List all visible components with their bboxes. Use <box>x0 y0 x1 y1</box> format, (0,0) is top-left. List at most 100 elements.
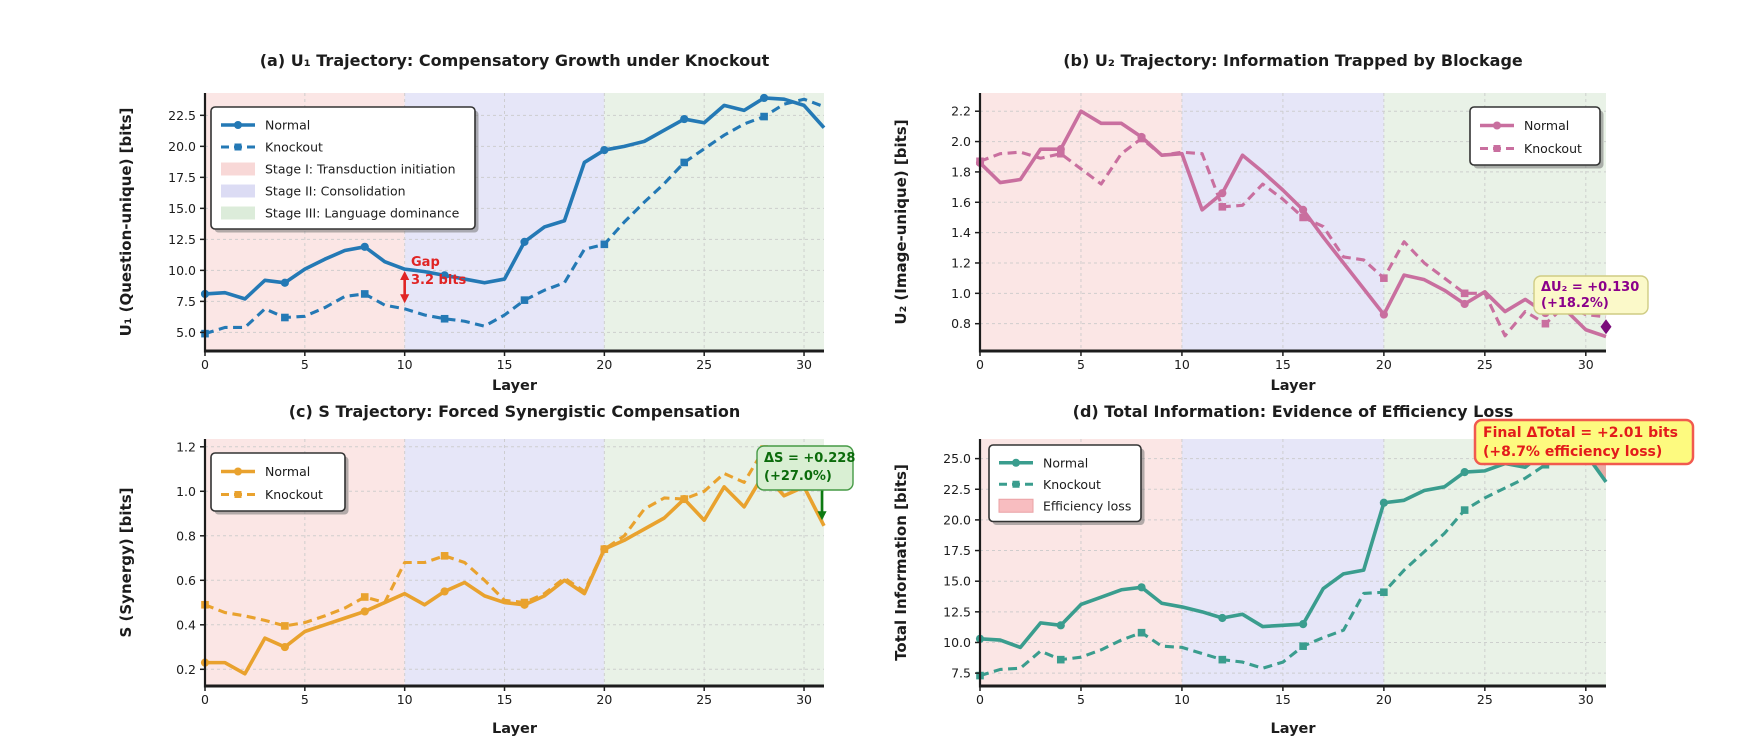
annotation-text: (+18.2%) <box>1541 296 1609 311</box>
y-tick-label: 1.8 <box>951 164 971 179</box>
y-tick-label: 17.5 <box>168 170 196 185</box>
normal-line <box>205 471 826 676</box>
legend-normal-marker <box>1012 458 1020 467</box>
knockout-marker <box>1056 149 1065 158</box>
y-axis-label: Total Information [bits] <box>892 464 910 661</box>
y-tick-label: 7.5 <box>951 666 971 681</box>
y-tick-label: 1.2 <box>176 439 196 454</box>
legend-normal-marker <box>234 121 242 129</box>
legend: Normal Knockout <box>1469 106 1604 169</box>
stage-band-3 <box>1383 439 1606 686</box>
x-tick-label: 10 <box>1174 692 1190 707</box>
x-tick-label: 30 <box>1578 357 1594 372</box>
legend-label: Normal <box>1043 455 1088 470</box>
knockout-marker <box>1299 213 1307 222</box>
chart-title: (d) Total Information: Evidence of Effic… <box>1073 402 1514 421</box>
chart-title: (b) U₂ Trajectory: Information Trapped b… <box>1063 51 1523 70</box>
gap-annotation-line2: 3.2 bits <box>411 273 467 288</box>
chart-b: 0 5 10 15 20 25 30 0.8 1.0 1.2 1.4 1.6 1.8 2.0 2.2 Laye… <box>892 51 1649 394</box>
normal-marker <box>1137 583 1146 592</box>
legend-label: Stage I: Transduction initiation <box>265 162 456 177</box>
stage-band-3 <box>604 93 824 351</box>
normal-line <box>204 96 826 301</box>
chart-title: (c) S Trajectory: Forced Synergistic Com… <box>289 402 741 421</box>
legend-label: Stage II: Consolidation <box>265 184 406 199</box>
legend-normal-marker <box>234 467 242 476</box>
legend-knockout-marker <box>1012 480 1020 488</box>
x-tick-label: 5 <box>1077 357 1085 372</box>
knockout-line <box>204 97 825 336</box>
annotation-box: ΔU₂ = +0.130(+18.2%) <box>1533 275 1649 315</box>
normal-marker <box>360 607 369 616</box>
legend-knockout-marker <box>1493 145 1501 152</box>
y-tick-label: 1.0 <box>951 286 971 301</box>
arrow-head-down <box>400 294 410 304</box>
y-tick-label: 0.8 <box>951 316 971 331</box>
knockout-marker <box>1137 628 1146 637</box>
y-tick-label: 0.6 <box>176 573 196 588</box>
knockout-marker <box>600 545 609 553</box>
annotation-box-rect <box>1533 275 1649 315</box>
legend: Normal Knockout Efficiency loss <box>988 444 1145 525</box>
x-tick-label: 0 <box>201 357 209 372</box>
knockout-marker <box>680 158 689 167</box>
legend-patch-swatch <box>998 498 1034 513</box>
annotation-text: (+8.7% efficiency loss) <box>1483 444 1662 460</box>
x-tick-label: 5 <box>301 692 309 707</box>
knockout-marker <box>1460 289 1469 298</box>
normal-marker <box>1460 299 1469 309</box>
x-tick-label: 20 <box>1376 357 1392 372</box>
legend-label: Normal <box>1524 118 1569 133</box>
knockout-marker <box>281 313 289 322</box>
normal-marker <box>520 237 529 246</box>
annotation-box: ΔS = +0.228 (+27.0%) <box>756 445 855 491</box>
legend-label: Normal <box>265 464 310 479</box>
legend-knockout-marker <box>234 143 242 151</box>
y-tick-label: 20.0 <box>943 512 971 527</box>
normal-marker <box>1218 189 1227 198</box>
y-tick-label: 22.5 <box>943 482 971 497</box>
y-tick-label: 15.0 <box>168 201 196 216</box>
y-tick-label: 17.5 <box>943 543 971 558</box>
normal-marker <box>440 271 449 280</box>
knockout-marker <box>440 314 449 323</box>
normal-marker <box>1379 310 1388 319</box>
legend-box <box>210 106 476 230</box>
chart-c: 0 5 10 15 20 25 30 0.2 0.4 0.6 0.8 1.0 1.2 Layer S (Sy… <box>117 402 855 737</box>
legend: Normal Knockout <box>210 452 349 515</box>
x-tick-label: 30 <box>796 357 812 372</box>
y-axis-label: U₁ (Question-unique) [bits] <box>117 108 135 337</box>
x-tick-label: 15 <box>1275 692 1291 707</box>
y-axis-label: S (Synergy) [bits] <box>117 488 135 638</box>
x-tick-label: 30 <box>1578 692 1594 707</box>
knockout-line <box>979 136 1607 338</box>
x-tick-label: 5 <box>301 357 309 372</box>
x-axis-label: Layer <box>492 378 538 394</box>
x-tick-label: 15 <box>497 692 513 707</box>
chart-a: 0 5 10 15 20 25 30 5.0 7.5 10.0 12.5 15.0 17.5 20.0 22… <box>117 51 826 394</box>
x-axis-label: Layer <box>1270 721 1316 737</box>
y-tick-label: 15.0 <box>943 574 971 589</box>
y-tick-label: 25.0 <box>943 451 971 466</box>
knockout-marker <box>1137 134 1146 143</box>
legend-patch-swatch <box>221 184 255 198</box>
y-tick-label: 0.8 <box>176 528 196 543</box>
normal-marker <box>1056 621 1065 630</box>
knockout-marker <box>1056 655 1065 664</box>
normal-marker <box>1218 613 1227 623</box>
normal-marker <box>600 145 609 155</box>
x-tick-label: 15 <box>497 357 513 372</box>
y-tick-label: 12.5 <box>168 232 196 247</box>
y-tick-label: 0.2 <box>176 662 196 677</box>
legend-label: Knockout <box>265 140 323 155</box>
normal-line <box>978 109 1607 339</box>
annotation-box-rect <box>1473 418 1695 466</box>
normal-marker <box>680 114 689 124</box>
x-tick-label: 5 <box>1077 692 1085 707</box>
knockout-marker <box>1541 319 1550 328</box>
x-tick-label: 10 <box>397 357 413 372</box>
knockout-marker <box>520 598 529 607</box>
annotation-text: (+27.0%) <box>764 469 832 484</box>
annotation-text: Final ΔTotal = +2.01 bits <box>1483 425 1678 441</box>
gap-annotation-line1: Gap <box>411 255 440 270</box>
